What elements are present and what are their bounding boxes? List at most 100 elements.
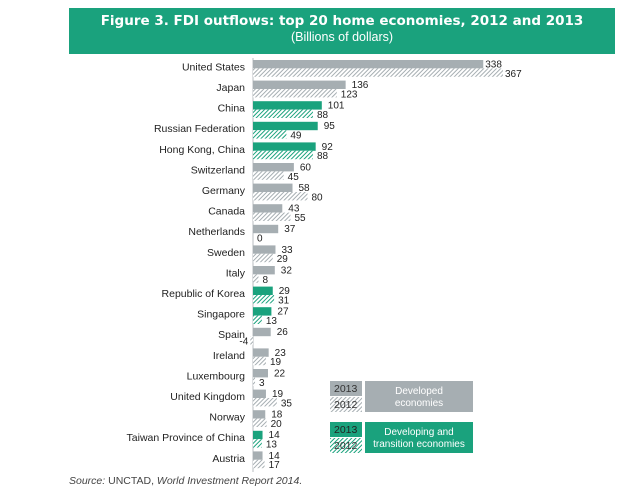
value-label-2013-taiwan-province-of-china: 14 (269, 430, 281, 441)
bar-2013-italy (253, 266, 275, 275)
legend-swatch-2012-developed (330, 397, 362, 412)
bar-2012-norway (253, 418, 267, 427)
value-label-2013-republic-of-korea: 29 (279, 286, 291, 297)
value-label-2012-russian-federation: 49 (290, 131, 302, 142)
bar-2012-united-kingdom (253, 398, 277, 407)
chart-legend: 2013 2012 Developed economies 2013 2012 Develo… (330, 381, 473, 453)
value-label-2013-singapore: 27 (277, 307, 289, 318)
legend-box-developing (365, 422, 473, 453)
bar-2013-china (253, 101, 322, 110)
value-label-2013-united-kingdom: 19 (272, 389, 284, 400)
bar-2012-canada (253, 212, 291, 221)
bar-2013-hong-kong-china (253, 142, 316, 151)
value-label-2013-luxembourg: 22 (274, 368, 286, 379)
bar-2013-sweden (253, 245, 276, 254)
legend-box-developed (365, 381, 473, 412)
category-label-spain: Spain (218, 329, 245, 341)
category-label-united-states: United States (182, 61, 245, 73)
value-label-2012-luxembourg: 3 (259, 378, 265, 389)
category-label-japan: Japan (216, 82, 245, 94)
value-label-2012-united-states: 367 (505, 69, 522, 80)
value-label-2012-china: 88 (317, 110, 329, 121)
category-label-austria: Austria (212, 453, 245, 465)
bar-2013-luxembourg (253, 369, 268, 378)
bar-2012-sweden (253, 253, 273, 263)
value-label-2012-italy: 8 (262, 275, 268, 286)
category-label-singapore: Singapore (197, 309, 245, 321)
value-label-2012-hong-kong-china: 88 (317, 151, 329, 162)
value-label-2013-japan: 136 (352, 80, 369, 91)
value-label-2012-sweden: 29 (277, 254, 289, 265)
bar-2012-china (253, 109, 313, 118)
legend-swatch-2013-developed (330, 381, 362, 396)
value-label-2013-austria: 14 (269, 451, 281, 462)
category-label-canada: Canada (208, 206, 245, 218)
category-label-united-kingdom: United Kingdom (170, 391, 245, 403)
bar-2013-singapore (253, 307, 272, 316)
category-label-taiwan-province-of-china: Taiwan Province of China (127, 432, 246, 444)
bar-2013-netherlands (253, 224, 279, 234)
value-label-2012-norway: 20 (271, 419, 283, 430)
category-label-switzerland: Switzerland (191, 164, 245, 176)
category-label-hong-kong-china: Hong Kong, China (159, 144, 245, 156)
bar-2013-ireland (253, 348, 269, 357)
bar-2012-singapore (253, 315, 262, 324)
chart-subtitle: (Billions of dollars) (290, 30, 394, 44)
bar-2013-spain (253, 327, 271, 337)
legend-year-2012-developing: 2012 (334, 440, 358, 452)
bar-2012-hong-kong-china (253, 150, 313, 160)
bar-2012-russian-federation (253, 130, 287, 139)
bar-2013-norway (253, 410, 266, 419)
category-label-republic-of-korea: Republic of Korea (162, 288, 246, 300)
bar-2012-spain (250, 336, 253, 345)
bar-2012-japan (253, 89, 337, 98)
legend-label-developing: Developing and transition economies (373, 427, 465, 450)
chart-title: Figure 3. FDI outflows: top 20 home econ… (100, 13, 584, 29)
value-label-2013-united-states: 338 (485, 59, 502, 70)
bar-2012-luxembourg (253, 377, 256, 386)
value-label-2012-republic-of-korea: 31 (278, 295, 290, 306)
bar-2013-united-kingdom (253, 389, 266, 398)
source-label: Source: (69, 475, 106, 487)
value-label-2012-singapore: 13 (266, 316, 278, 327)
value-label-2012-austria: 17 (269, 460, 281, 471)
value-label-2013-ireland: 23 (275, 348, 287, 359)
value-label-2013-china: 101 (328, 101, 345, 112)
bar-2012-switzerland (253, 171, 284, 180)
category-label-netherlands: Netherlands (188, 226, 245, 238)
value-label-2013-switzerland: 60 (300, 162, 312, 173)
bar-2013-taiwan-province-of-china (253, 430, 263, 440)
legend-year-2013-developing: 2013 (334, 424, 358, 436)
value-label-2013-hong-kong-china: 92 (322, 142, 334, 153)
source-note: Source: UNCTAD, World Investment Report … (69, 475, 302, 487)
value-label-2012-germany: 80 (311, 192, 323, 203)
legend-label-developed: Developed economies (395, 386, 443, 409)
bar-2013-united-states (253, 60, 484, 69)
figure-header: Figure 3. FDI outflows: top 20 home econ… (69, 8, 615, 54)
value-label-2013-italy: 32 (281, 265, 293, 276)
bar-2013-russian-federation (253, 121, 318, 131)
bar-2012-taiwan-province-of-china (253, 439, 262, 448)
category-label-china: China (218, 103, 246, 115)
bar-2013-canada (253, 204, 283, 213)
legend-swatch-2013-developing (330, 422, 362, 437)
bar-2013-switzerland (253, 163, 294, 172)
value-label-2013-sweden: 33 (281, 245, 293, 256)
value-label-2012-netherlands: 0 (257, 234, 263, 245)
value-label-2012-japan: 123 (341, 89, 358, 100)
value-label-2013-germany: 58 (299, 183, 311, 194)
category-label-norway: Norway (209, 412, 245, 424)
bar-2012-italy (253, 274, 259, 283)
value-label-2013-netherlands: 37 (284, 224, 296, 235)
value-label-2013-spain: 26 (277, 327, 289, 338)
value-label-2013-canada: 43 (288, 204, 300, 215)
value-label-2012-ireland: 19 (270, 357, 282, 368)
category-label-germany: Germany (202, 185, 246, 197)
category-label-luxembourg: Luxembourg (187, 370, 246, 382)
source-publication: World Investment Report 2014. (156, 475, 303, 487)
bar-2013-austria (253, 451, 263, 460)
category-label-italy: Italy (226, 267, 246, 279)
value-label-2013-russian-federation: 95 (324, 121, 336, 132)
bar-2012-united-states (253, 68, 503, 77)
